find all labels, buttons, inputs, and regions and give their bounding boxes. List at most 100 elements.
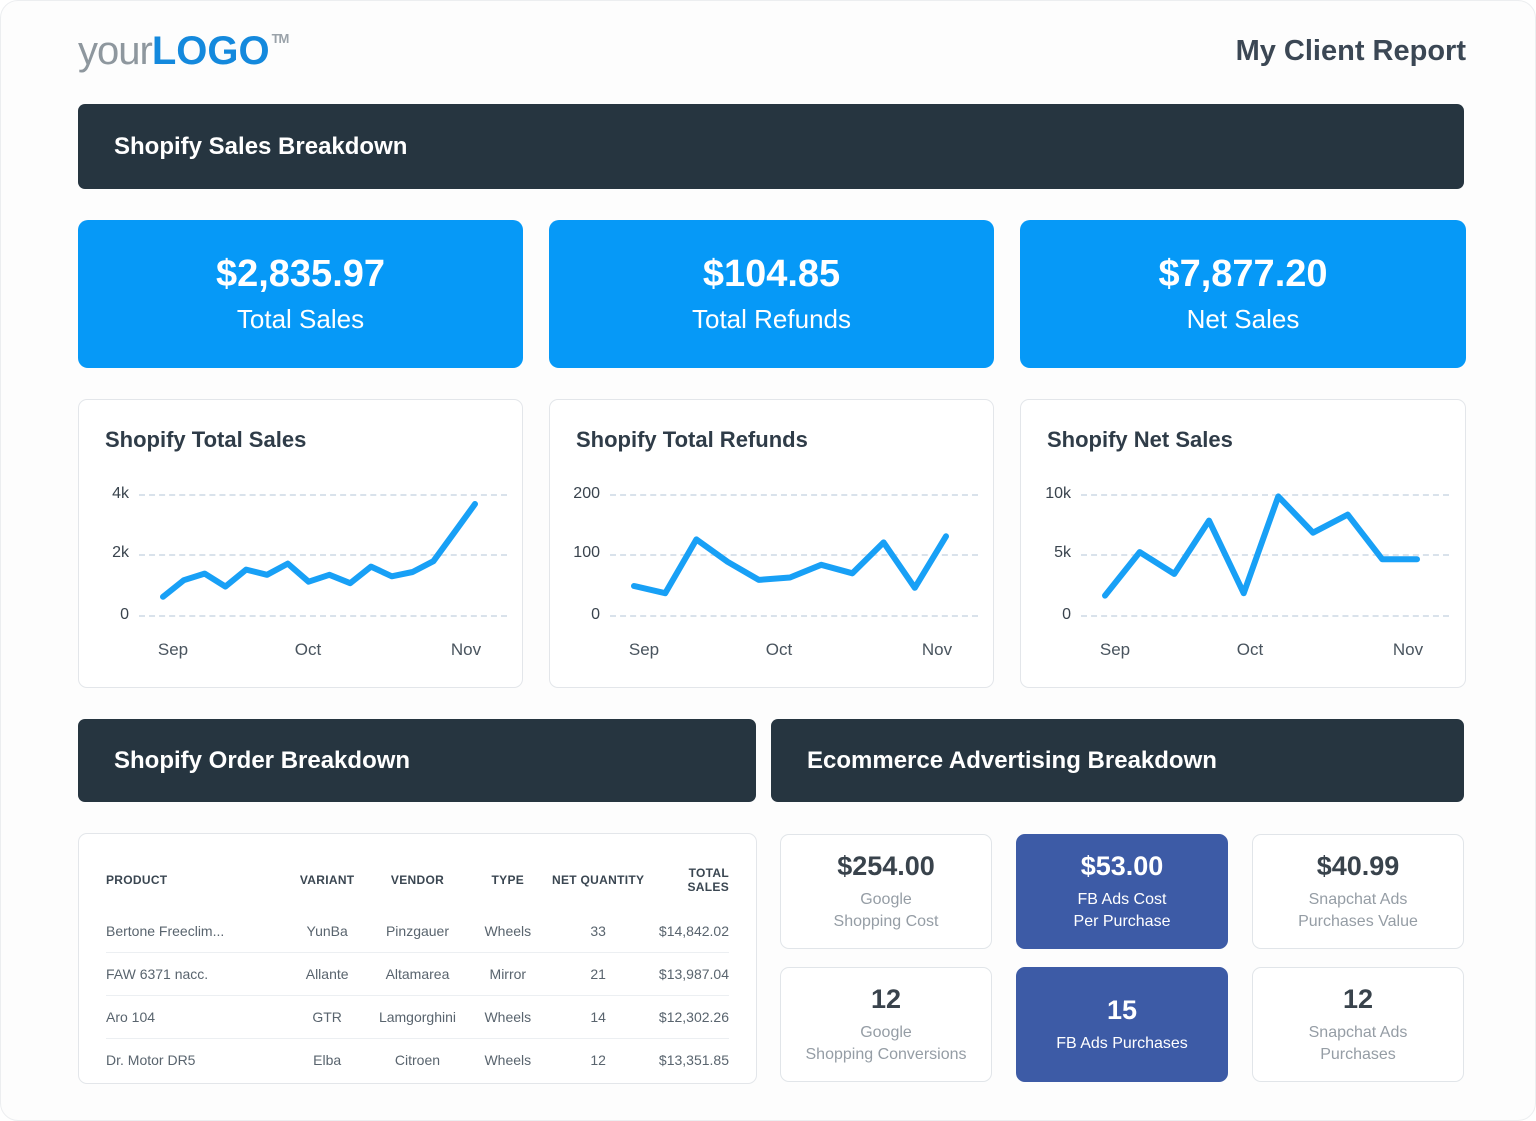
- kpi-net-sales-label: Net Sales: [1186, 304, 1300, 335]
- gridline: [139, 615, 507, 617]
- table-row: FAW 6371 nacc. Allante Altamarea Mirror …: [106, 952, 729, 996]
- cell-net-quantity: 21: [548, 952, 648, 996]
- ad-card-snapchat-ads-purchases: 12 Snapchat Ads Purchases: [1252, 967, 1464, 1082]
- x-axis-tick: Oct: [294, 640, 322, 659]
- kpi-card-total-refunds: $104.85 Total Refunds: [549, 220, 994, 368]
- kpi-total-refunds-label: Total Refunds: [692, 304, 851, 335]
- col-header-variant: VARIANT: [299, 873, 355, 887]
- cell-total-sales: $13,351.85: [647, 1038, 729, 1081]
- cell-variant: GTR: [286, 995, 368, 1039]
- ad-label-line: Per Purchase: [1073, 912, 1171, 930]
- kpi-card-total-sales: $2,835.97 Total Sales: [78, 220, 523, 368]
- ad-card-google-shopping-conversions: 12 Google Shopping Conversions: [780, 967, 992, 1082]
- x-axis-tick: Sep: [1099, 640, 1131, 659]
- order-table: PRODUCT VARIANT VENDOR TYPE NET QUANTITY…: [106, 860, 729, 1081]
- col-header-vendor: VENDOR: [390, 873, 445, 887]
- y-axis-tick: 100: [573, 544, 600, 561]
- cell-variant: YunBa: [306, 923, 348, 939]
- col-header-total-sales: TOTAL SALES: [687, 866, 729, 894]
- ad-label: Google Shopping Cost: [834, 889, 939, 931]
- col-header-product: PRODUCT: [106, 873, 168, 887]
- ad-value: 12: [870, 984, 902, 1015]
- ad-label: Snapchat Ads Purchases Value: [1298, 889, 1418, 931]
- y-axis-tick: 200: [573, 485, 600, 502]
- logo-text-logo: LOGO: [151, 28, 270, 73]
- x-axis-tick: Oct: [765, 640, 793, 659]
- order-table-card: PRODUCT VARIANT VENDOR TYPE NET QUANTITY…: [78, 833, 757, 1084]
- order-breakdown-banner-label: Shopify Order Breakdown: [114, 746, 411, 774]
- chart-title-total-refunds: Shopify Total Refunds: [576, 427, 808, 452]
- gridline: [1081, 554, 1449, 556]
- cell-vendor: Altamarea: [367, 952, 468, 996]
- ad-value: $40.99: [1316, 851, 1400, 882]
- ad-card-snapchat-ads-purchases-value: $40.99 Snapchat Ads Purchases Value: [1252, 834, 1464, 949]
- cell-vendor: Lamgorghini: [367, 995, 468, 1039]
- ad-label-line: Purchases: [1320, 1045, 1396, 1063]
- line-chart-total-sales: [160, 501, 478, 600]
- cell-variant: Allante: [286, 952, 368, 996]
- cell-type: Wheels: [484, 923, 532, 939]
- ad-label: Google Shopping Conversions: [806, 1022, 967, 1064]
- ad-card-fb-ads-cost-per-purchase: $53.00 FB Ads Cost Per Purchase: [1016, 834, 1228, 949]
- table-row: Dr. Motor DR5 Elba Citroen Wheels 12 $13…: [106, 1038, 729, 1081]
- kpi-total-refunds-value: $104.85: [702, 252, 841, 295]
- ad-value: $254.00: [837, 851, 935, 882]
- gridline: [610, 554, 978, 556]
- chart-gridlines: [610, 494, 978, 617]
- y-axis-tick: 0: [591, 606, 600, 623]
- ad-label-line: Snapchat Ads: [1308, 1024, 1408, 1042]
- chart-card-total-refunds: Shopify Total Refunds 200 100 0 Sep Oct …: [549, 399, 994, 688]
- cell-total-sales: $13,987.04: [647, 952, 729, 996]
- cell-type: Mirror: [467, 952, 549, 996]
- cell-variant: Elba: [286, 1038, 368, 1081]
- y-axis-tick: 2k: [112, 544, 129, 561]
- x-axis-tick: Nov: [1392, 640, 1424, 659]
- cell-type: Wheels: [467, 1038, 549, 1081]
- advertising-breakdown-banner: Ecommerce Advertising Breakdown: [771, 719, 1464, 802]
- ad-label-line: FB Ads Purchases: [1056, 1034, 1188, 1052]
- line-chart-total-refunds: [631, 533, 949, 597]
- order-breakdown-banner: Shopify Order Breakdown: [78, 719, 756, 802]
- ad-label-line: FB Ads Cost: [1077, 891, 1167, 909]
- ad-label: FB Ads Purchases: [1056, 1033, 1188, 1054]
- chart-title-total-sales: Shopify Total Sales: [105, 427, 307, 452]
- ad-card-fb-ads-purchases: 15 FB Ads Purchases: [1016, 967, 1228, 1082]
- sales-breakdown-banner-label: Shopify Sales Breakdown: [114, 132, 408, 160]
- logo-trademark: TM: [271, 30, 290, 46]
- chart-title-net-sales: Shopify Net Sales: [1047, 427, 1233, 452]
- cell-type: Wheels: [467, 995, 549, 1039]
- ad-label-line: Google: [860, 1024, 912, 1042]
- cell-product: Aro 104: [106, 995, 287, 1039]
- cell-product: Dr. Motor DR5: [106, 1038, 287, 1081]
- cell-net-quantity: 14: [548, 995, 648, 1039]
- ad-label-line: Snapchat Ads: [1308, 891, 1408, 909]
- cell-product: Bertone Freeclim...: [106, 923, 225, 939]
- x-axis-tick: Oct: [1236, 640, 1264, 659]
- chart-gridlines: [1081, 494, 1449, 617]
- report-header: your LOGO TM My Client Report: [78, 23, 1466, 79]
- ad-label-line: Google: [860, 891, 912, 909]
- y-axis-tick: 0: [1062, 606, 1071, 623]
- y-axis-tick: 10k: [1045, 485, 1071, 502]
- col-header-type: TYPE: [491, 873, 525, 887]
- line-chart-net-sales: [1102, 493, 1420, 599]
- ad-label-line: Shopping Conversions: [805, 1045, 967, 1063]
- cell-product: FAW 6371 nacc.: [106, 952, 287, 996]
- cell-vendor: Citroen: [367, 1038, 468, 1081]
- ad-label-line: Purchases Value: [1298, 912, 1418, 930]
- y-axis-tick: 0: [120, 606, 129, 623]
- gridline: [1081, 615, 1449, 617]
- gridline: [610, 494, 978, 496]
- gridline: [139, 554, 507, 556]
- sales-breakdown-banner: Shopify Sales Breakdown: [78, 104, 1464, 189]
- ad-label-line: Shopping Cost: [833, 912, 939, 930]
- kpi-card-net-sales: $7,877.20 Net Sales: [1020, 220, 1466, 368]
- y-axis-tick: 4k: [112, 485, 129, 502]
- x-axis-tick: Nov: [921, 640, 953, 659]
- x-axis-tick: Sep: [157, 640, 189, 659]
- ad-value: $53.00: [1080, 851, 1164, 882]
- kpi-total-sales-value: $2,835.97: [215, 252, 386, 295]
- gridline: [139, 494, 507, 496]
- advertising-cards-grid: $254.00 Google Shopping Cost $53.00 FB A…: [780, 834, 1464, 1082]
- chart-gridlines: [139, 494, 507, 617]
